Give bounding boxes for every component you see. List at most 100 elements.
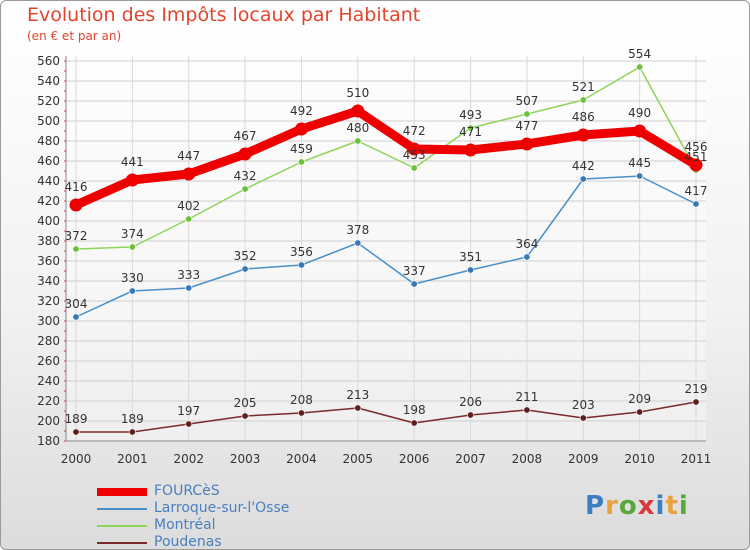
legend-label: FOURCèS bbox=[154, 483, 220, 499]
data-point bbox=[72, 245, 80, 253]
data-point bbox=[579, 414, 587, 422]
legend-swatch-montreal bbox=[97, 525, 147, 527]
data-label: 416 bbox=[65, 180, 88, 194]
data-point bbox=[351, 104, 365, 118]
data-point bbox=[523, 406, 531, 414]
data-point bbox=[294, 122, 308, 136]
x-tick-label: 2010 bbox=[624, 452, 655, 466]
data-point bbox=[72, 313, 80, 321]
x-tick-label: 2004 bbox=[286, 452, 317, 466]
data-label: 203 bbox=[572, 398, 595, 412]
y-tick-label: 180 bbox=[37, 434, 60, 448]
data-point bbox=[633, 124, 647, 138]
data-label: 442 bbox=[572, 159, 595, 173]
data-point bbox=[297, 409, 305, 417]
data-point bbox=[69, 198, 83, 212]
x-tick-label: 2007 bbox=[455, 452, 486, 466]
y-tick-label: 240 bbox=[37, 374, 60, 388]
data-point bbox=[238, 147, 252, 161]
data-label: 417 bbox=[685, 184, 708, 198]
chart-title: Evolution des Impôts locaux par Habitant bbox=[27, 4, 421, 26]
data-label: 480 bbox=[346, 121, 369, 135]
y-tick-label: 280 bbox=[37, 334, 60, 348]
data-label: 451 bbox=[685, 150, 708, 164]
data-label: 189 bbox=[65, 412, 88, 426]
legend-swatch-fources bbox=[97, 488, 147, 496]
data-point bbox=[410, 164, 418, 172]
y-tick-label: 520 bbox=[37, 94, 60, 108]
data-point bbox=[125, 173, 139, 187]
x-tick-label: 2000 bbox=[61, 452, 92, 466]
legend-label: Montréal bbox=[154, 517, 216, 533]
data-label: 206 bbox=[459, 395, 482, 409]
data-point bbox=[579, 175, 587, 183]
data-point bbox=[241, 265, 249, 273]
data-label: 197 bbox=[177, 404, 200, 418]
data-label: 219 bbox=[685, 382, 708, 396]
series-line-poudenas bbox=[75, 401, 697, 433]
data-label: 337 bbox=[403, 264, 426, 278]
data-point bbox=[128, 287, 136, 295]
data-label: 351 bbox=[459, 250, 482, 264]
data-point bbox=[185, 420, 193, 428]
data-point bbox=[72, 428, 80, 436]
data-point bbox=[128, 428, 136, 436]
data-point bbox=[410, 280, 418, 288]
data-point bbox=[128, 243, 136, 251]
data-point bbox=[579, 96, 587, 104]
data-label: 211 bbox=[515, 390, 538, 404]
data-label: 205 bbox=[234, 396, 257, 410]
x-tick-label: 2005 bbox=[343, 452, 374, 466]
data-point bbox=[241, 185, 249, 193]
data-label: 490 bbox=[628, 106, 651, 120]
proxiti-logo: Proxiti bbox=[585, 491, 689, 521]
data-label: 198 bbox=[403, 403, 426, 417]
data-point bbox=[467, 411, 475, 419]
data-point bbox=[354, 239, 362, 247]
data-point bbox=[692, 200, 700, 208]
data-point bbox=[185, 215, 193, 223]
data-label: 374 bbox=[121, 227, 144, 241]
data-label: 507 bbox=[515, 94, 538, 108]
data-label: 330 bbox=[121, 271, 144, 285]
legend-label: Larroque-sur-l'Osse bbox=[154, 500, 290, 516]
data-point bbox=[636, 172, 644, 180]
data-point bbox=[297, 158, 305, 166]
data-point bbox=[636, 63, 644, 71]
data-point bbox=[354, 137, 362, 145]
data-label: 208 bbox=[290, 393, 313, 407]
x-tick-label: 2011 bbox=[681, 452, 712, 466]
data-point bbox=[464, 143, 478, 157]
y-tick-label: 480 bbox=[37, 134, 60, 148]
series-line-montr-al bbox=[75, 66, 697, 250]
data-label: 378 bbox=[346, 223, 369, 237]
x-tick-label: 2009 bbox=[568, 452, 599, 466]
y-tick-label: 360 bbox=[37, 254, 60, 268]
data-point bbox=[576, 128, 590, 142]
data-label: 492 bbox=[290, 104, 313, 118]
data-label: 521 bbox=[572, 80, 595, 94]
data-label: 467 bbox=[234, 129, 257, 143]
data-label: 459 bbox=[290, 142, 313, 156]
data-label: 432 bbox=[234, 169, 257, 183]
y-tick-label: 560 bbox=[37, 54, 60, 68]
data-label: 356 bbox=[290, 245, 313, 259]
y-tick-label: 420 bbox=[37, 194, 60, 208]
data-point bbox=[407, 142, 421, 156]
data-point bbox=[297, 261, 305, 269]
data-label: 445 bbox=[628, 156, 651, 170]
data-point bbox=[692, 398, 700, 406]
data-label: 209 bbox=[628, 392, 651, 406]
x-tick-label: 2008 bbox=[512, 452, 543, 466]
legend-swatch-larroque-sur-losse bbox=[97, 508, 147, 510]
y-tick-label: 400 bbox=[37, 214, 60, 228]
series-line-larroque-sur-l-osse bbox=[75, 175, 697, 318]
y-tick-label: 500 bbox=[37, 114, 60, 128]
x-tick-label: 2003 bbox=[230, 452, 261, 466]
y-tick-label: 320 bbox=[37, 294, 60, 308]
y-tick-label: 380 bbox=[37, 234, 60, 248]
data-label: 456 bbox=[685, 140, 708, 154]
series-line-fourc-s bbox=[71, 106, 701, 210]
